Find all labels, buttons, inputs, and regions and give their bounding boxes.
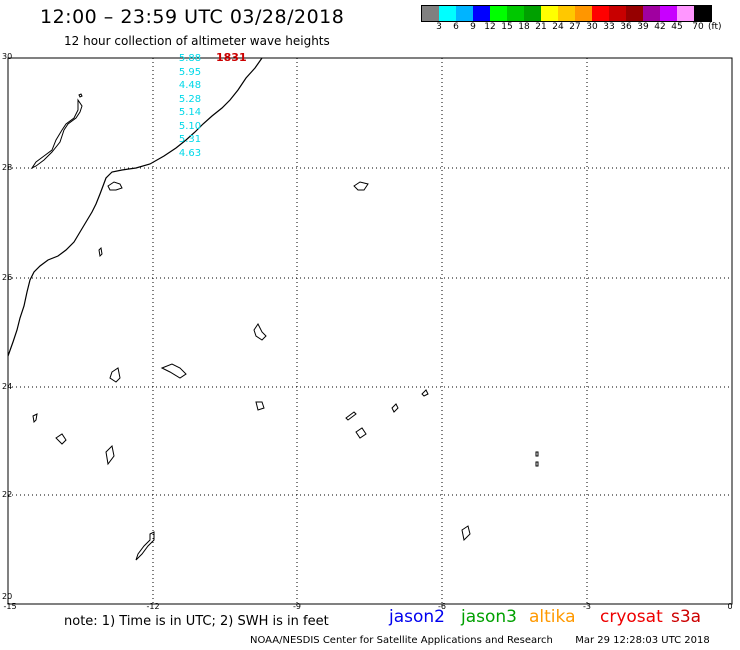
color-scale-label: 18 [518, 22, 530, 32]
lat-label-22: 22 [2, 490, 13, 499]
page-subtitle: 12 hour collection of altimeter wave hei… [64, 34, 330, 48]
credit-line: NOAA/NESDIS Center for Satellite Applica… [250, 635, 710, 646]
color-scale-label: 45 [671, 22, 683, 32]
color-scale-label: 42 [654, 22, 666, 32]
credit-timestamp: Mar 29 12:28:03 UTC 2018 [575, 635, 710, 646]
color-scale-label: 27 [569, 22, 581, 32]
lon-label-minus15: -15 [3, 602, 17, 611]
lon-label-minus12: -12 [146, 602, 160, 611]
lat-label-26: 26 [2, 273, 13, 282]
island-el-hierro [255, 401, 265, 411]
color-scale-swatch [456, 6, 473, 21]
color-scale-label: 3 [436, 22, 442, 32]
island-small-11 [135, 531, 155, 561]
lon-label-minus9: -9 [293, 602, 301, 611]
color-scale-swatch [422, 6, 439, 21]
wave-height-value: 5.28 [178, 93, 202, 105]
color-scale-swatch [490, 6, 507, 21]
island-small-3 [55, 433, 67, 445]
lon-label-minus3: -3 [583, 602, 591, 611]
map-frame [7, 57, 733, 605]
color-scale-swatch [660, 6, 677, 21]
legend-jason2: jason2 [389, 607, 445, 627]
color-scale-label: 9 [470, 22, 476, 32]
wave-height-color-scale [421, 5, 712, 22]
color-scale-label: 30 [586, 22, 598, 32]
island-gomera [109, 367, 121, 383]
color-scale-swatch [609, 6, 626, 21]
wave-height-value: 4.48 [178, 80, 202, 91]
island-small-1 [98, 246, 103, 258]
graticule [8, 58, 732, 604]
color-scale-swatch [626, 6, 643, 21]
lat-label-30: 30 [2, 52, 13, 61]
island-small-6 [355, 427, 367, 439]
africa-coastline [7, 57, 263, 357]
island-small-4 [105, 444, 115, 466]
page-title: 12:00 – 23:59 UTC 03/28/2018 [40, 6, 345, 28]
color-scale-swatch [507, 6, 524, 21]
lat-label-28: 28 [2, 163, 13, 172]
island-small-10 [461, 525, 471, 542]
color-scale-label: 70 [692, 22, 704, 32]
color-scale-label: 24 [552, 22, 564, 32]
wave-height-track: 5.88 5.95 4.48 5.28 5.14 5.10 5.31 4.63 [170, 52, 210, 160]
legend-altika: altika [529, 607, 576, 627]
color-scale-label: 39 [637, 22, 649, 32]
color-scale-label: 33 [603, 22, 615, 32]
lon-label-minus6: -6 [438, 602, 446, 611]
legend-jason3: jason3 [461, 607, 517, 627]
island-small-8 [421, 389, 429, 397]
lat-label-20: 20 [2, 592, 13, 601]
island-small-7 [391, 403, 399, 413]
color-scale-swatch [694, 6, 711, 21]
color-scale-label: 36 [620, 22, 632, 32]
color-scale-swatch [541, 6, 558, 21]
wave-height-value: 5.95 [178, 66, 202, 78]
color-scale-swatch [643, 6, 660, 21]
island-small-2 [32, 413, 38, 424]
island-salvage [353, 181, 369, 191]
lat-label-24: 24 [2, 382, 13, 391]
color-scale-swatch [558, 6, 575, 21]
color-scale-label: 12 [484, 22, 496, 32]
color-scale-swatch [677, 6, 694, 21]
legend-cryosat: cryosat [600, 607, 663, 627]
color-scale-label: 21 [535, 22, 547, 32]
wave-height-value: 5.10 [178, 120, 202, 132]
porto-santo-island [78, 93, 83, 98]
island-lanzarote [107, 181, 123, 191]
wave-height-value: 5.14 [178, 107, 202, 118]
wave-height-value: 5.31 [178, 134, 202, 145]
color-scale-unit: (ft) [708, 22, 722, 32]
island-gran-canaria [253, 323, 267, 341]
color-scale-swatch [575, 6, 592, 21]
color-scale-swatch [592, 6, 609, 21]
island-tenerife [160, 363, 187, 379]
wave-height-value: 5.88 [178, 53, 202, 64]
color-scale-swatch [524, 6, 541, 21]
credit-org: NOAA/NESDIS Center for Satellite Applica… [250, 635, 553, 646]
color-scale-label: 6 [453, 22, 459, 32]
legend-s3a: s3a [671, 607, 702, 627]
madeira-island [30, 98, 83, 170]
color-scale-swatch [473, 6, 490, 21]
track-time-label: 1831 [216, 51, 247, 64]
island-small-5 [345, 411, 357, 421]
lon-label-0: 0 [727, 602, 733, 611]
island-small-9 [535, 451, 539, 467]
footer-note: note: 1) Time is in UTC; 2) SWH is in fe… [64, 614, 329, 629]
color-scale-label: 15 [501, 22, 513, 32]
wave-height-value: 4.63 [178, 147, 202, 159]
color-scale-swatch [439, 6, 456, 21]
